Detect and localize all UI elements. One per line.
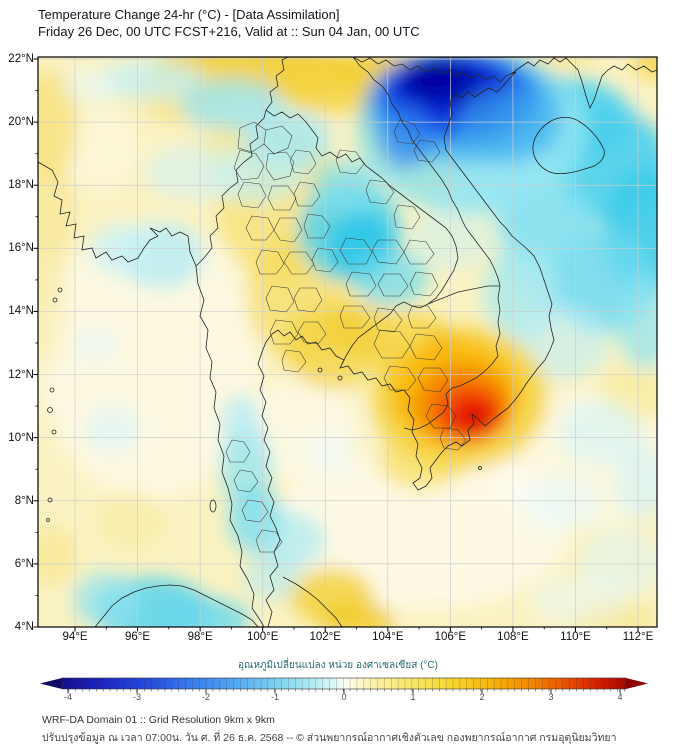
lat-tick-label: 8°N xyxy=(14,494,34,507)
temperature-field xyxy=(38,57,657,627)
lon-tick-label: 106°E xyxy=(434,631,467,643)
page-subtitle: Friday 26 Dec, 00 UTC FCST+216, Valid at… xyxy=(38,24,420,39)
lat-tick-label: 12°N xyxy=(8,368,34,381)
lat-tick-label: 6°N xyxy=(14,557,34,570)
colorbar-title: อุณหภูมิเปลี่ยนแปลง หน่วย องศาเซลเซียส (… xyxy=(238,660,438,671)
province-borders xyxy=(225,119,467,553)
country-borders xyxy=(195,57,512,431)
lon-tick-label: 112°E xyxy=(622,631,654,643)
lon-tick-label: 98°E xyxy=(187,631,213,643)
lat-tick-label: 10°N xyxy=(8,431,34,444)
colorbar-tick-label: -3 xyxy=(132,692,142,702)
lat-tick-label: 14°N xyxy=(8,305,34,318)
lon-tick-label: 108°E xyxy=(497,631,529,643)
colorbar-tick-label: 1 xyxy=(410,692,416,702)
lon-tick-label: 110°E xyxy=(560,631,591,643)
lat-tick-label: 18°N xyxy=(8,179,34,192)
footer-update-info: ปรับปรุงข้อมูล ณ เวลา 07:00น. วัน ศ. ที่… xyxy=(42,732,617,744)
islands xyxy=(46,287,482,522)
lon-tick-label: 94°E xyxy=(62,631,88,643)
map-frame xyxy=(37,56,658,628)
lon-tick-label: 104°E xyxy=(372,631,404,643)
colorbar-tick-label: 2 xyxy=(479,692,485,702)
colorbar-gradient-bar xyxy=(61,677,627,690)
colorbar-right-arrow xyxy=(626,678,648,689)
page-title: Temperature Change 24-hr (°C) - [Data As… xyxy=(38,7,340,22)
axis-ticks xyxy=(33,58,639,632)
colorbar-tick-label: 4 xyxy=(617,692,623,702)
lat-tick-label: 4°N xyxy=(14,620,34,633)
lat-tick-label: 20°N xyxy=(8,116,34,129)
colorbar-tick-label: -4 xyxy=(63,692,73,702)
lat-tick-label: 16°N xyxy=(8,242,34,255)
footer-domain-info: WRF-DA Domain 01 :: Grid Resolution 9km … xyxy=(42,714,275,726)
colorbar-tick-label: 0 xyxy=(341,692,347,702)
colorbar-tick-label: 3 xyxy=(548,692,554,702)
lon-tick-label: 100°E xyxy=(246,631,279,643)
lon-tick-label: 102°E xyxy=(309,631,341,643)
colorbar-marks xyxy=(67,678,625,694)
lon-tick-label: 96°E xyxy=(125,631,151,643)
colorbar-tick-label: -2 xyxy=(201,692,211,702)
coastlines xyxy=(38,57,657,627)
lat-tick-label: 22°N xyxy=(8,53,34,65)
colorbar-tick-label: -1 xyxy=(270,692,280,702)
colorbar-left-arrow xyxy=(40,678,62,689)
colorbar xyxy=(40,677,648,694)
